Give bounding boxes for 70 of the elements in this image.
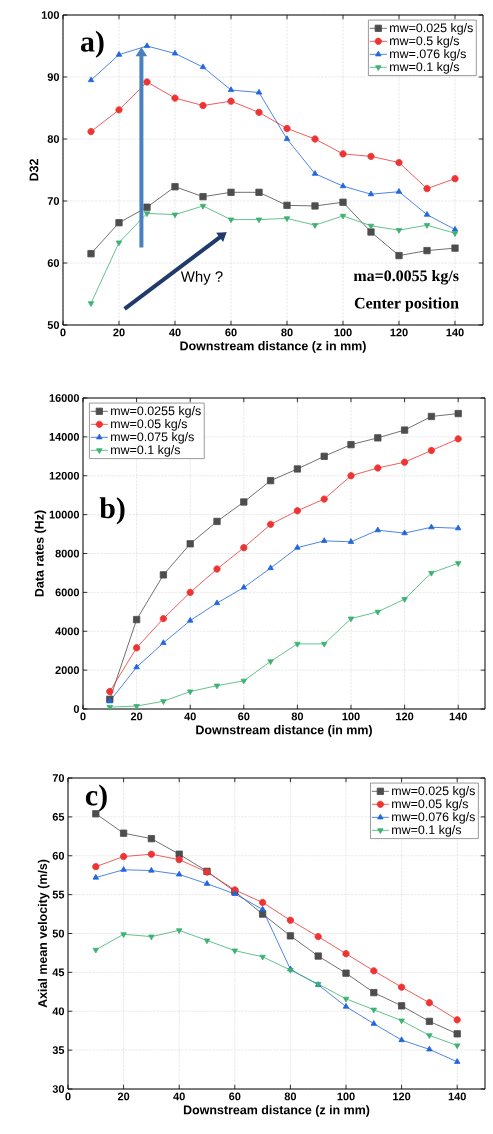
legend-label: mw=0.5 kg/s [390,36,459,48]
x-tick-label: 80 [291,712,304,721]
x-tick-label: 40 [169,328,181,337]
x-tick-label: 120 [390,328,408,337]
y-axis-title: Axial mean velocity (m/s) [37,859,50,1008]
x-tick-label: 120 [393,1092,411,1101]
y-tick-label: 6000 [55,588,80,597]
y-tick-label: 45 [52,968,65,977]
legend-label: mw=0.0255 kg/s [111,406,201,418]
y-tick-label: 90 [47,73,60,81]
annotation: ma=0.0055 kg/s [353,269,459,285]
x-tick-label: 60 [238,712,250,721]
y-tick-label: 35 [52,1046,65,1055]
y-tick-label: 70 [52,774,65,782]
y-tick-label: 80 [47,135,60,143]
x-tick-label: 120 [396,712,414,721]
x-tick-label: 40 [184,712,196,721]
y-tick-label: 65 [52,813,65,821]
legend-label: mw=0.1 kg/s [390,62,459,74]
x-tick-label: 60 [229,1092,241,1101]
x-tick-label: 80 [281,328,293,337]
y-tick-label: 0 [73,705,80,713]
y-tick-label: 10000 [49,510,80,519]
legend-label: mw=0.05 kg/s [111,419,187,431]
legend-label: mw=0.025 kg/s [390,23,473,35]
x-tick-label: 140 [448,1092,466,1101]
x-tick-label: 60 [225,328,237,337]
y-tick-label: 55 [52,890,65,899]
x-tick-label: 100 [337,1092,355,1101]
legend-label: mw=0.076 kg/s [392,812,475,824]
y-tick-label: 100 [41,11,60,19]
annotation: a) [80,30,104,58]
y-tick-label: 40 [52,1007,65,1016]
y-tick-label: 16000 [49,394,80,402]
y-axis-title: D32 [29,159,39,181]
legend-label: mw=0.1 kg/s [392,825,462,837]
x-tick-label: 0 [80,712,86,721]
annotation: Center position [354,297,459,312]
legend-label: mw=0.025 kg/s [392,786,475,798]
x-tick-label: 40 [173,1092,185,1101]
x-axis-title: Downstream distance (z in mm) [183,1105,370,1117]
x-tick-label: 20 [117,1092,130,1101]
y-tick-label: 70 [47,197,60,205]
y-tick-label: 50 [52,929,65,938]
y-tick-label: 60 [52,851,65,860]
y-tick-label: 14000 [49,433,80,441]
y-tick-label: 30 [52,1085,65,1093]
annotation: Why ? [180,270,223,285]
x-tick-label: 140 [446,328,464,337]
legend-label: mw=0.05 kg/s [392,799,468,811]
y-tick-label: 12000 [49,471,80,480]
x-axis-title: Downstream distance (in mm) [196,725,372,737]
y-axis-title: Data rates (Hz) [34,510,47,597]
y-tick-label: 4000 [55,627,80,636]
legend-label: mw=0.1 kg/s [111,445,181,457]
y-tick-label: 60 [47,259,60,267]
annotation: b) [99,497,125,525]
x-tick-label: 100 [334,328,352,337]
x-tick-label: 140 [449,712,467,721]
legend-label: mw=.076 kg/s [390,49,466,61]
x-tick-label: 20 [130,712,143,721]
x-tick-label: 20 [113,328,125,337]
x-tick-label: 80 [284,1092,297,1101]
annotation: c) [85,784,107,812]
x-tick-label: 100 [342,712,360,721]
y-tick-label: 50 [47,321,60,329]
y-tick-label: 2000 [55,666,80,675]
y-tick-label: 8000 [55,549,80,558]
legend-label: mw=0.075 kg/s [111,432,194,444]
x-axis-title: Downstream distance (z in mm) [180,341,366,353]
